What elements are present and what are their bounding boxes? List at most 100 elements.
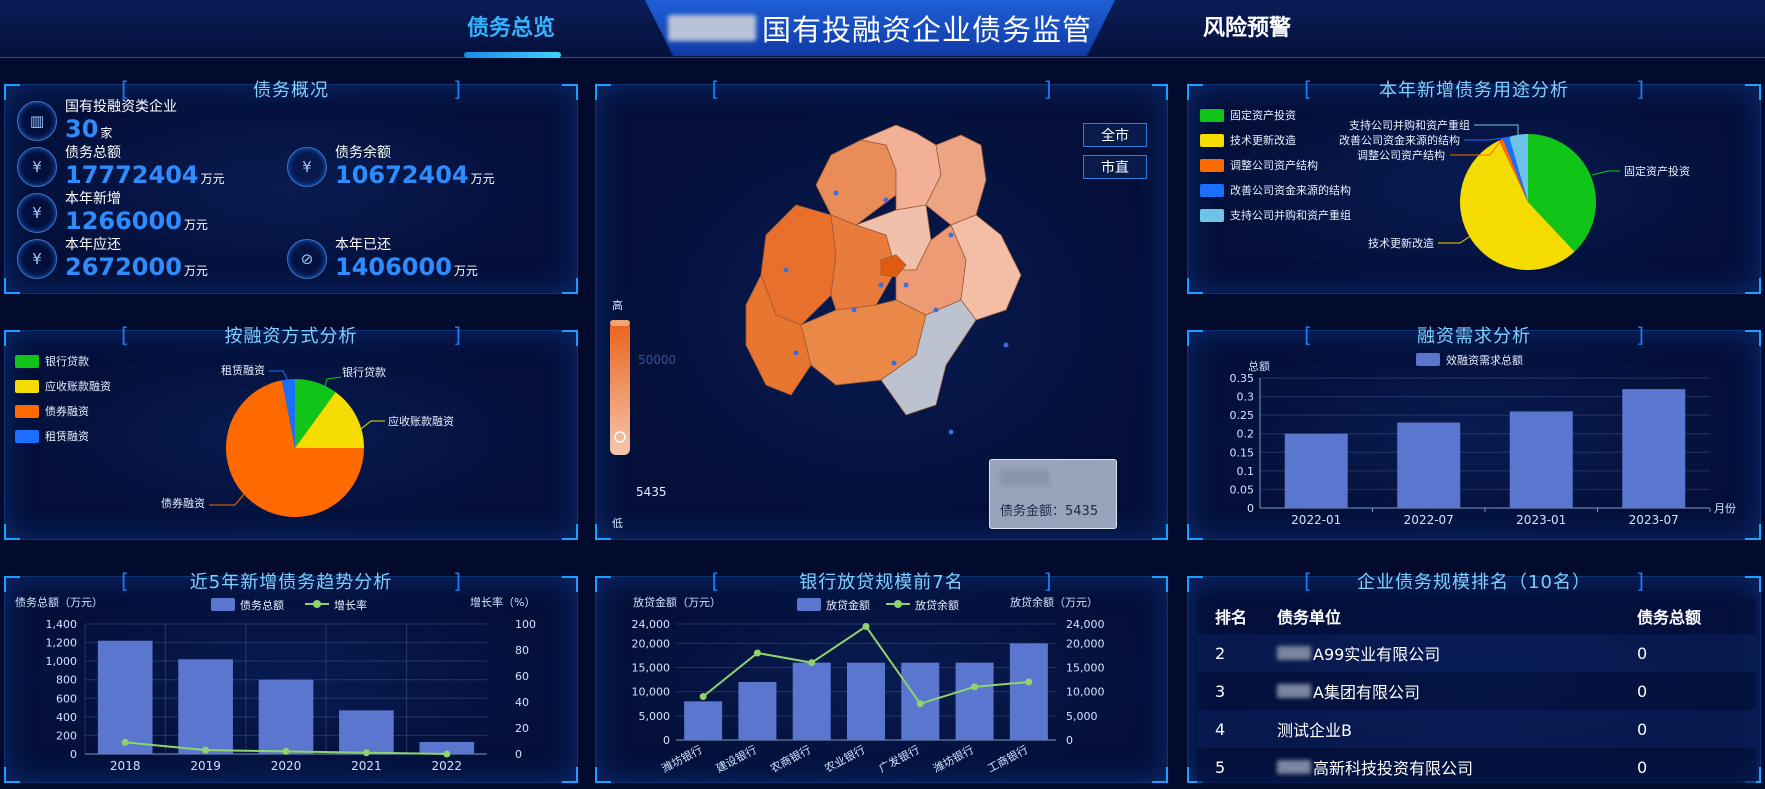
pie-leader-line [1438,234,1473,244]
legend-item[interactable]: 应收账款融资 [15,378,111,394]
btn-all-city[interactable]: 全市 [1083,123,1147,147]
color-scale-bar [610,321,630,455]
stat-unit: 家 [100,126,113,140]
stat-total-debt: ¥ 债务总额 17772404 万元 [17,145,225,193]
x-tick-label: 2020 [271,759,302,773]
legend-item[interactable]: 债券融资 [15,403,89,419]
pie-label: 债券融资 [161,496,205,510]
pie-slice [1460,140,1575,270]
panel-title: 银行放贷规模前7名 [799,572,964,593]
pie-label: 调整公司资产结构 [1357,148,1445,162]
bar [97,640,153,754]
legend-item[interactable]: 固定资产投资 [1200,107,1296,123]
stat-unit: 万元 [470,172,495,186]
pie-slice [282,379,295,448]
y-tick-label: 20,000 [632,637,671,650]
pie-slice [1499,138,1528,202]
y2-tick-label: 20,000 [1066,637,1105,650]
rank-cell: 5 [1197,748,1277,786]
stat-debt-balance: ¥ 债务余额 10672404 万元 [287,145,495,193]
x-tick-label: 农业银行 [822,742,867,775]
x-tick-label: 2022-01 [1291,513,1341,527]
page-title: 国有投融资企业债务监管 [761,13,1092,47]
y2-tick-label: 15,000 [1066,662,1105,675]
x-axis-title: 月份 [1714,502,1736,515]
map-region [745,274,812,396]
panel-title: 债务概况 [253,80,329,101]
y-tick-label: 600 [56,692,77,705]
y-tick-label: 0 [1247,502,1254,515]
legend-marker [894,600,902,608]
legend-label: 债务总额 [240,598,284,612]
y-tick-label: 0.3 [1237,391,1255,404]
financing-method-panel: [] 按融资方式分析 银行贷款 应收账款融资 债券融资 租赁融资 银行贷款 应收账款… [4,323,578,540]
legend-label: 效融资需求总额 [1446,353,1523,367]
bar [847,662,885,740]
pie-label: 技术更新改造 [1368,236,1434,250]
balance-point [971,683,979,691]
y-axis-title: 总额 [1248,359,1270,373]
scale-max-value: 50000 [638,353,677,367]
pie-leader-line [322,376,342,395]
y2-tick-label: 0 [1066,734,1073,747]
x-tick-label: 2023-01 [1516,513,1566,527]
pie-slice [1528,134,1596,252]
stat-value: 1406000 [335,253,452,281]
y-tick-label: 0.05 [1230,483,1255,496]
unit-cell: A集团有限公司 [1277,672,1637,710]
balance-point [916,700,924,708]
panel-title: 本年新增债务用途分析 [1379,80,1569,101]
table-row[interactable]: 3 A集团有限公司 0 [1197,672,1756,710]
x-tick-label: 2022 [432,759,463,773]
table-row[interactable]: 5 高新科技投资有限公司 0 [1197,748,1756,786]
legend-item[interactable]: 改善公司资金来源的结构 [1200,182,1351,198]
unit-cell: 高新科技投资有限公司 [1277,748,1637,786]
legend-item[interactable]: 支持公司并购和资产重组 [1200,207,1351,223]
btn-city-direct[interactable]: 市直 [1083,155,1147,179]
legend-swatch [1416,353,1440,366]
stat-label: 本年已还 [335,237,391,253]
legend-item[interactable]: 租赁融资 [15,428,89,444]
y-tick-label: 15,000 [632,662,671,675]
tab-risk-warning[interactable]: 风险预警 [1203,16,1292,41]
pie-label: 应收账款融资 [388,414,454,428]
y-tick-label: 400 [56,711,77,724]
y-tick-label: 0.25 [1230,409,1255,422]
x-tick-label: 2018 [110,759,141,773]
bar [1397,422,1461,508]
growth-point [202,746,210,754]
stat-value: 10672404 [335,161,469,189]
tab-debt-overview[interactable]: 债务总览 [467,16,556,41]
balance-point [1025,678,1033,686]
header-title-banner: 国有投融资企业债务监管 [645,0,1115,56]
legend-swatch [797,598,821,611]
stat-unit: 万元 [183,218,208,232]
stat-unit: 万元 [183,264,208,278]
unit-cell: A99实业有限公司 [1277,634,1637,672]
legend-item[interactable]: 调整公司资产结构 [1200,157,1318,173]
usage-pie-chart: 固定资产投资技术更新改造调整公司资产结构改善公司资金来源的结构支持公司并购和资产… [1339,118,1690,270]
legend-item[interactable]: 银行贷款 [15,353,89,369]
pie-slice [295,392,364,448]
bar [792,662,831,740]
balance-point [753,649,761,657]
pie-slice [1502,136,1528,202]
debt-overview-panel: [] 债务概况 ▥ 国有投融资类企业 30 家 ¥ 债务总额 17772404 万元 … [4,77,578,294]
region-map [610,124,1022,455]
stat-company-count: ▥ 国有投融资类企业 30 家 [17,99,177,147]
legend-label: 放贷金额 [826,598,870,612]
x-tick-label: 建设银行 [713,742,758,775]
table-row[interactable]: 4 测试企业B 0 [1197,710,1756,748]
table-row[interactable]: 2 A99实业有限公司 0 [1197,634,1756,672]
bar [684,701,723,740]
legend-label: 放贷余额 [915,598,959,612]
amount-cell: 0 [1637,710,1756,748]
unit-cell: 测试企业B [1277,710,1637,748]
x-tick-label: 2019 [190,759,221,773]
amount-cell: 0 [1637,672,1756,710]
balance-point [862,622,870,630]
legend-item[interactable]: 技术更新改造 [1200,132,1296,148]
y2-tick-label: 10,000 [1066,686,1105,699]
